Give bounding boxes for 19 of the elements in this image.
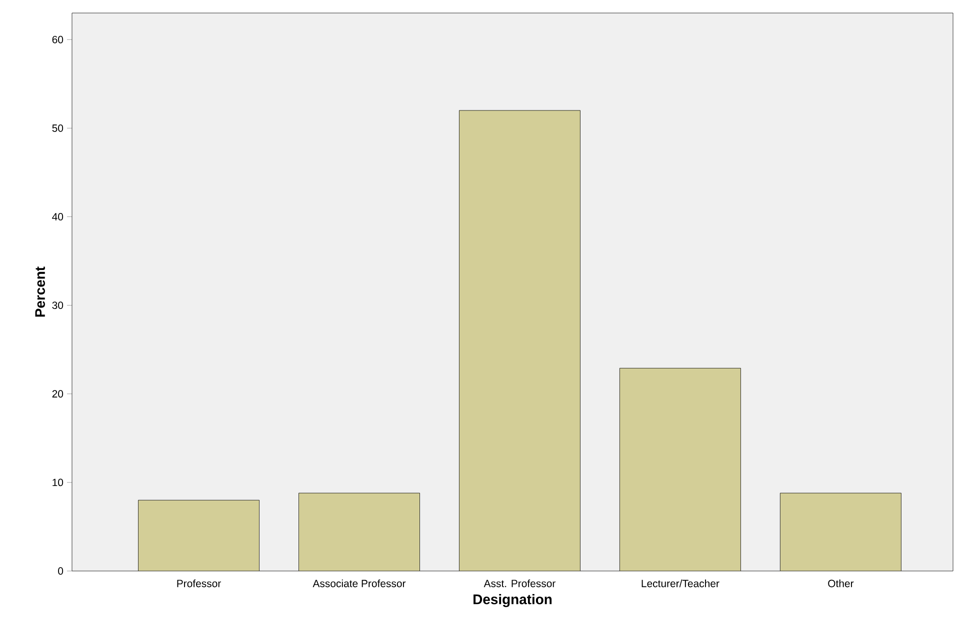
y-axis-title: Percent — [35, 266, 46, 317]
x-tick-label: Other — [828, 580, 854, 588]
bar — [459, 110, 580, 571]
x-tick-label: Associate Professor — [312, 580, 406, 588]
x-tick-label: Professor — [177, 580, 221, 588]
bar — [138, 500, 260, 571]
y-tick-label: 50 — [52, 124, 64, 132]
x-axis-title: Designation — [474, 594, 552, 608]
x-tick-label: Lecturer/Teacher — [642, 580, 720, 588]
x-tick-label: Asst. Professor — [484, 580, 556, 588]
bar — [620, 368, 741, 571]
bar — [298, 492, 420, 571]
y-tick-label: 60 — [52, 36, 64, 44]
bar — [780, 492, 902, 571]
y-tick-label: 20 — [52, 390, 64, 398]
y-tick-label: 30 — [52, 302, 64, 309]
y-tick-label: 40 — [52, 213, 64, 220]
y-tick-label: 0 — [58, 567, 64, 575]
y-tick-label: 10 — [52, 478, 64, 486]
